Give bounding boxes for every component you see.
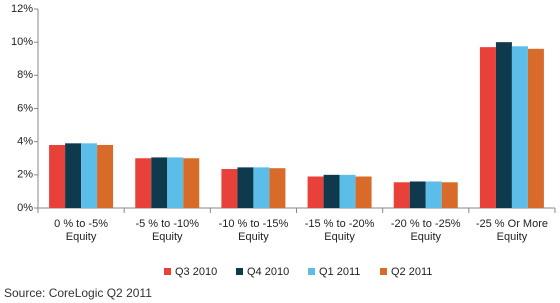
bar	[97, 144, 114, 208]
x-tick-label-line: Equity	[324, 231, 355, 243]
bar	[81, 143, 98, 208]
legend-swatch	[164, 268, 171, 275]
legend-swatch	[236, 268, 243, 275]
x-tick-label-line: Equity	[238, 231, 269, 243]
bar	[237, 167, 254, 208]
bar	[527, 48, 544, 208]
x-tick-label: -10 % to -15% Equity	[219, 218, 289, 243]
bar	[221, 169, 238, 208]
bar	[339, 174, 356, 208]
x-tick-label-line: -5 % to -10%	[135, 218, 199, 230]
bar	[441, 182, 458, 208]
y-tick-label: 12%	[11, 3, 33, 15]
legend-label: Q1 2011	[319, 266, 360, 278]
bar	[393, 182, 410, 208]
bar	[409, 181, 426, 208]
bar	[307, 176, 324, 208]
bar	[495, 42, 512, 208]
y-tick-label: 6%	[17, 102, 33, 114]
y-tick-label: 2%	[17, 169, 33, 181]
x-tick-label-line: Equity	[152, 231, 183, 243]
x-tick-label-line: -25 % Or More	[476, 218, 548, 230]
bar	[49, 144, 66, 208]
legend-label: Q2 2011	[391, 266, 432, 278]
bar	[269, 168, 286, 208]
bar	[425, 181, 442, 208]
x-tick-label-line: Equity	[497, 231, 528, 243]
bar	[183, 158, 200, 208]
y-tick-label: 10%	[11, 36, 33, 48]
y-tick-label: 4%	[17, 136, 33, 148]
x-tick-label: -15 % to -20% Equity	[305, 218, 375, 243]
bar	[511, 46, 528, 208]
x-tick-label: -25 % Or More Equity	[476, 218, 548, 243]
bar	[151, 157, 168, 208]
bar	[479, 47, 496, 209]
x-tick-label-line: -15 % to -20%	[305, 218, 375, 230]
y-tick-label: 8%	[17, 69, 33, 81]
x-tick-label: -20 % to -25% Equity	[391, 218, 461, 243]
x-tick-label-line: -10 % to -15%	[219, 218, 289, 230]
x-tick-label-line: 0 % to -5%	[54, 218, 108, 230]
bar	[65, 143, 82, 208]
legend-label: Q3 2010	[175, 266, 217, 278]
legend-label: Q4 2010	[247, 266, 289, 278]
bar	[135, 158, 152, 208]
bar	[323, 174, 340, 208]
x-tick-label-line: -20 % to -25%	[391, 218, 461, 230]
y-tick-label: 0%	[17, 202, 33, 214]
x-tick-label-line: Equity	[410, 231, 441, 243]
bar	[253, 167, 270, 208]
bar	[355, 176, 372, 208]
x-tick-label: 0 % to -5% Equity	[54, 218, 108, 243]
bar	[167, 157, 184, 208]
x-tick-label: -5 % to -10% Equity	[135, 218, 199, 243]
x-tick-label-line: Equity	[66, 231, 97, 243]
legend-swatch	[308, 268, 315, 275]
legend-swatch	[380, 268, 387, 275]
source-note: Source: CoreLogic Q2 2011	[4, 286, 152, 300]
